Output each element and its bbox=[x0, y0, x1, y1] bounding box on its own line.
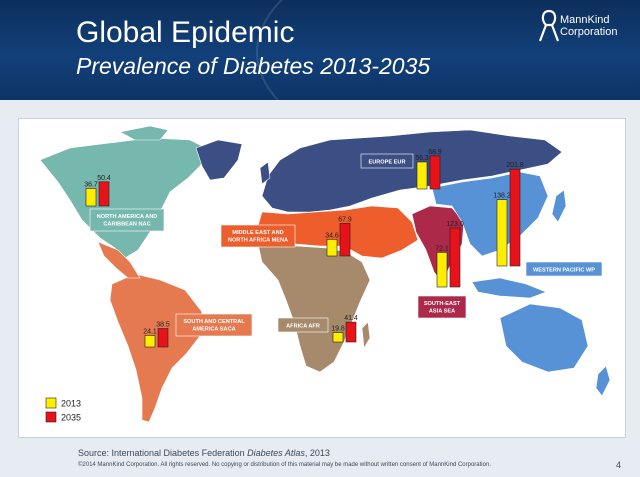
region-label-box-sea bbox=[417, 295, 467, 319]
source-suffix: , 2013 bbox=[304, 448, 330, 458]
bar-mena-2013 bbox=[326, 239, 338, 257]
value-label-wp-2013: 138.2 bbox=[493, 193, 511, 200]
region-label-eur: EUROPE EUR bbox=[369, 160, 406, 166]
bar-sea-2035 bbox=[449, 227, 461, 288]
region-afr bbox=[257, 243, 371, 373]
chart-legend: 2013 2035 bbox=[45, 397, 81, 423]
page-number: 4 bbox=[616, 460, 622, 470]
legend-label-2035: 2035 bbox=[61, 413, 81, 423]
legend-swatch-2013 bbox=[45, 397, 57, 409]
continents bbox=[39, 125, 611, 423]
logo-line-2: Corporation bbox=[560, 26, 618, 38]
bar-afr-2035 bbox=[345, 321, 357, 343]
australia bbox=[499, 303, 589, 373]
bar-wp-2035 bbox=[509, 168, 521, 267]
bar-saca-2013 bbox=[144, 335, 156, 348]
value-label-eur-2035: 68.9 bbox=[428, 149, 442, 156]
source-title: Diabetes Atlas bbox=[247, 448, 305, 458]
slide-header: Global Epidemic Prevalence of Diabetes 2… bbox=[0, 0, 640, 100]
company-logo: MannKind Corporation bbox=[536, 8, 636, 44]
copyright-notice: ©2014 MannKind Corporation. All rights r… bbox=[78, 462, 491, 468]
region-label-box-eur bbox=[360, 153, 414, 169]
source-prefix: Source: International Diabetes Federatio… bbox=[78, 448, 245, 458]
bar-mena-2035 bbox=[339, 223, 351, 257]
value-label-saca-2013: 24.1 bbox=[143, 328, 157, 335]
value-labels: 36.750.4 56.368.9 34.6 67.9 72.1 123.0 138.2 20… bbox=[84, 149, 524, 336]
region-saca bbox=[109, 273, 203, 423]
japan bbox=[551, 189, 567, 223]
region-nac bbox=[39, 137, 211, 259]
region-label-box-mena bbox=[220, 224, 296, 248]
region-nac-arctic bbox=[119, 125, 169, 141]
value-label-wp-2035: 201.8 bbox=[506, 162, 524, 169]
value-label-sea-2035: 123.0 bbox=[446, 221, 464, 228]
bar-nac-2013 bbox=[85, 188, 97, 207]
british-isles bbox=[259, 161, 271, 185]
value-label-nac-2035: 50.4 bbox=[97, 175, 111, 182]
new-zealand bbox=[595, 365, 611, 397]
legend-swatch-2035 bbox=[45, 411, 57, 423]
value-label-nac-2013: 36.7 bbox=[84, 181, 98, 188]
value-label-eur-2013: 56.3 bbox=[415, 155, 429, 162]
region-label-box-nac bbox=[89, 208, 165, 232]
region-label-box-wp bbox=[525, 261, 603, 277]
region-label-mena: MIDDLE EAST AND NORTH AFRICA MENA bbox=[228, 230, 288, 244]
ribbon-icon bbox=[538, 9, 560, 42]
header-decoration bbox=[256, 0, 640, 100]
bar-eur-2035 bbox=[429, 155, 441, 190]
source-note: Source: International Diabetes Federatio… bbox=[78, 448, 330, 458]
central-america bbox=[97, 241, 141, 279]
value-label-mena-2035: 67.9 bbox=[338, 216, 352, 223]
region-label-box-saca bbox=[175, 313, 253, 337]
value-label-mena-2013: 34.6 bbox=[325, 232, 339, 239]
slide-subtitle: Prevalence of Diabetes 2013-2035 bbox=[76, 53, 431, 79]
bar-saca-2035 bbox=[157, 328, 169, 348]
legend-label-2013: 2013 bbox=[61, 399, 81, 409]
bar-wp-2013 bbox=[496, 199, 508, 267]
region-label-nac: NORTH AMERICA AND CARIBBEAN NAC bbox=[97, 214, 158, 228]
madagascar bbox=[361, 321, 371, 349]
region-eur bbox=[261, 129, 563, 213]
logo-line-1: MannKind bbox=[560, 14, 610, 26]
region-labels: NORTH AMERICA AND CARIBBEAN NAC EUROPE EUR… bbox=[89, 153, 603, 337]
chart-bars bbox=[85, 155, 521, 348]
bar-sea-2013 bbox=[436, 252, 448, 288]
region-label-afr: AFRICA AFR bbox=[286, 324, 320, 330]
bar-nac-2035 bbox=[98, 181, 110, 207]
region-label-box-afr bbox=[277, 317, 329, 333]
slide-title: Global Epidemic bbox=[76, 16, 295, 49]
region-label-wp: WESTERN PACIFIC WP bbox=[533, 268, 595, 274]
logo-text: MannKind Corporation bbox=[560, 14, 636, 38]
region-label-saca: SOUTH AND CENTRAL AMERICA SACA bbox=[183, 319, 245, 333]
value-label-afr-2035: 41.4 bbox=[344, 315, 358, 322]
bar-afr-2013 bbox=[332, 332, 344, 343]
indonesia bbox=[471, 277, 547, 299]
region-label-sea: SOUTH-EAST ASIA SEA bbox=[424, 301, 461, 315]
value-label-afr-2013: 19.8 bbox=[331, 325, 345, 332]
greenland bbox=[195, 139, 243, 181]
bar-eur-2013 bbox=[416, 161, 428, 190]
value-label-saca-2035: 38.5 bbox=[156, 322, 170, 329]
value-label-sea-2013: 72.1 bbox=[435, 245, 449, 252]
